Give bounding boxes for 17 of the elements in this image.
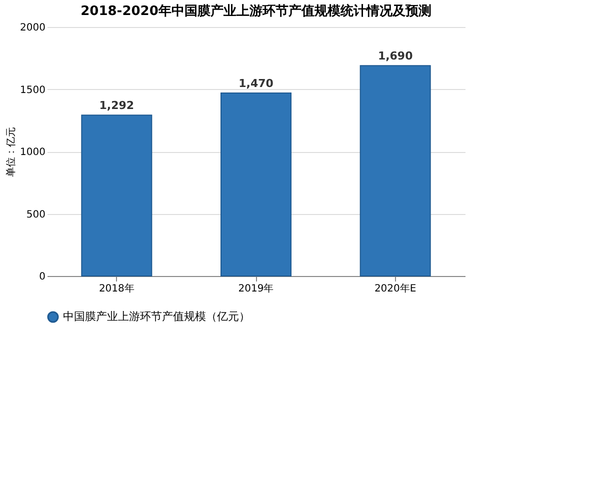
- y-tick-label: 0: [39, 272, 46, 282]
- y-tick-label: 500: [26, 209, 46, 220]
- y-axis-title: 单位：亿元: [5, 127, 18, 177]
- y-tick-label: 1000: [20, 147, 46, 158]
- x-tick-label: 2020年E: [374, 282, 416, 294]
- bar: [360, 65, 431, 276]
- chart-title: 2018-2020年中国膜产业上游环节产值规模统计情况及预测: [80, 3, 432, 19]
- data-label: 1,470: [238, 76, 274, 90]
- y-tick-label: 1500: [20, 84, 46, 96]
- y-tick-label: 2000: [20, 22, 46, 34]
- legend-label: 中国膜产业上游环节产值规模（亿元）: [63, 310, 250, 323]
- data-label: 1,690: [378, 50, 414, 63]
- x-tick-label: 2019年: [238, 282, 274, 294]
- bar: [81, 114, 152, 276]
- data-label: 1,292: [99, 99, 134, 112]
- x-tick-label: 2018年: [98, 282, 134, 294]
- bar: [220, 92, 292, 276]
